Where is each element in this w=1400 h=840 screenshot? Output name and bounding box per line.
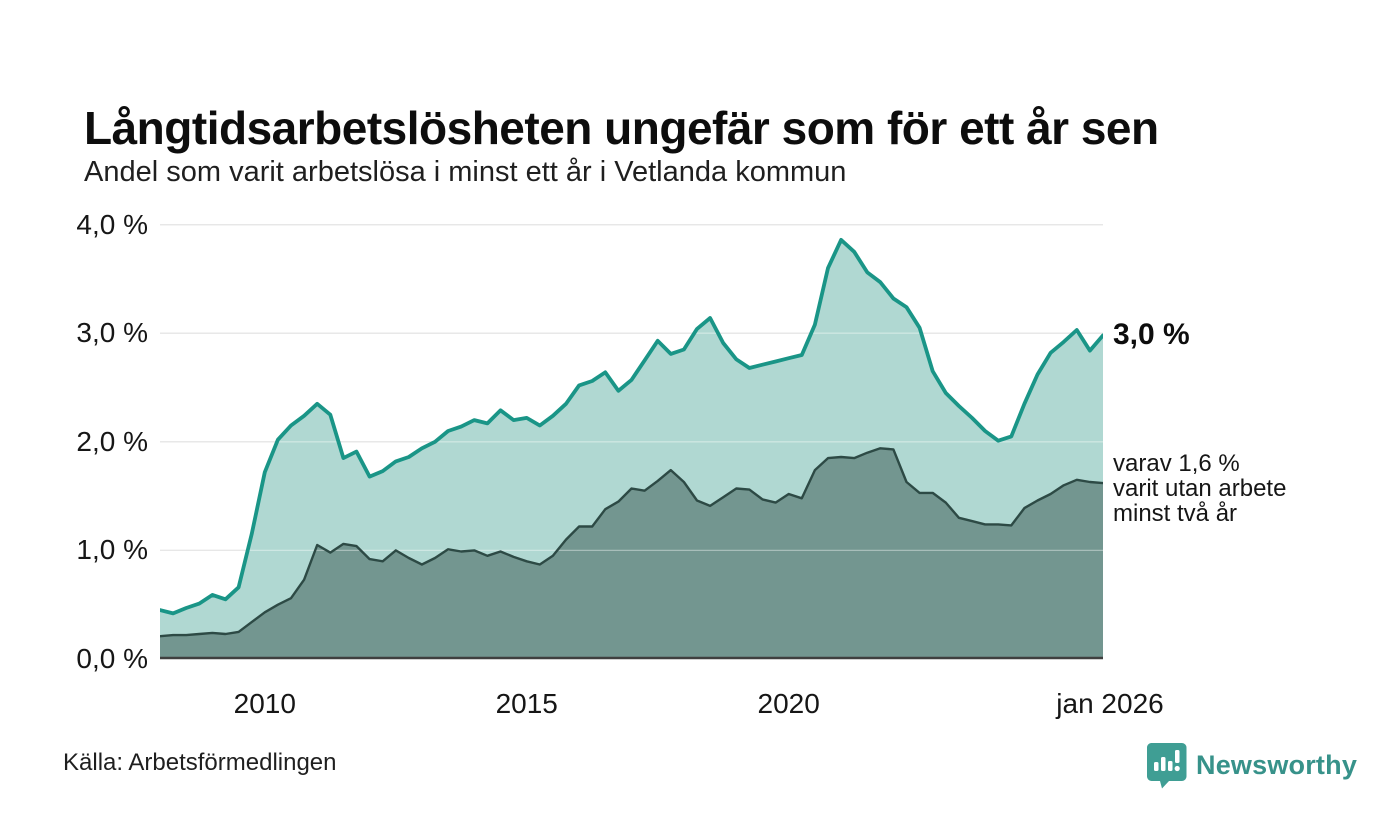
x-tick-2010: 2010	[233, 688, 296, 719]
page-subtitle: Andel som varit arbetslösa i minst ett å…	[84, 156, 847, 188]
y-tick-4: 4,0 %	[76, 208, 148, 240]
latest-value-label: 3,0 %	[1113, 318, 1190, 351]
chart-canvas	[158, 224, 1105, 660]
secondary-series-label: varav 1,6 % varit utan arbete minst två …	[1113, 451, 1286, 526]
y-tick-3: 3,0 %	[76, 317, 148, 349]
series-line-min-one-year	[158, 238, 1105, 616]
secondary-series-label-line2: varit utan arbete	[1113, 475, 1287, 502]
series-area-min-two-years	[160, 448, 1103, 659]
secondary-series-label-line1: varav 1,6 %	[1113, 450, 1240, 477]
x-tick-2015: 2015	[495, 688, 558, 719]
source-credit: Källa: Arbetsförmedlingen	[63, 749, 337, 776]
series-line-min-two-years	[158, 447, 1105, 638]
x-tick-2020: 2020	[757, 688, 820, 719]
plot-area	[158, 210, 1105, 660]
y-tick-2: 2,0 %	[76, 425, 148, 457]
page-title: Långtidsarbetslösheten ungefär som för e…	[84, 101, 1159, 154]
newsworthy-wordmark: Newsworthy	[1196, 750, 1358, 780]
x-tick-jan-2026: jan 2026	[1056, 688, 1164, 719]
secondary-series-label-line3: minst två år	[1113, 500, 1238, 527]
y-tick-0: 0,0 %	[76, 643, 148, 674]
newsworthy-logo-icon	[1146, 743, 1187, 789]
newsworthy-branding: Newsworthy	[1146, 742, 1357, 789]
y-tick-1: 1,0 %	[76, 534, 148, 566]
